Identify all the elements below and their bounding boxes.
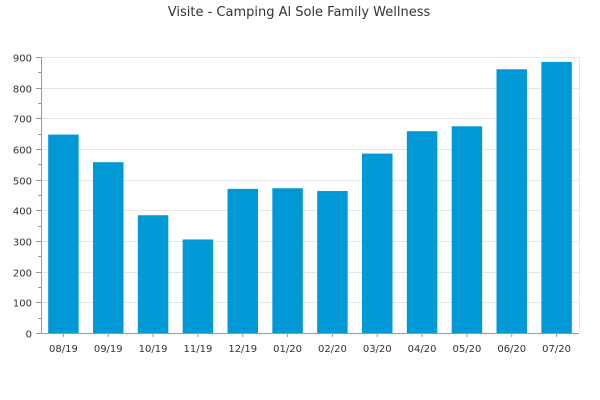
bar-06-20 [496,69,527,334]
x-tick-label: 01/20 [273,344,302,355]
y-tick-label: 200 [13,269,32,280]
y-tick-label: 0 [26,330,32,341]
bar-02-20 [317,191,348,333]
bar-03-20 [362,153,393,333]
bar-12-19 [227,188,258,333]
bar-09-19 [93,162,124,333]
x-tick-label: 09/19 [94,344,123,355]
bar-08-19 [48,134,79,333]
y-tick-label: 500 [13,177,32,188]
x-tick-label: 02/20 [318,344,347,355]
x-tick-label: 11/19 [184,344,213,355]
x-tick-label: 12/19 [228,344,257,355]
x-axis: 08/19 09/19 10/19 11/19 12/19 01/20 02/20 03/20… [41,333,579,355]
x-tick-label: 05/20 [453,344,482,355]
y-tick-label: 400 [13,207,32,218]
x-tick-label: 10/19 [139,344,168,355]
y-tick-label: 700 [13,115,32,126]
x-tick-label: 04/20 [408,344,437,355]
x-tick-label: 07/20 [542,344,571,355]
x-tick-label: 03/20 [363,344,392,355]
y-axis: 0 100 200 300 400 500 600 700 800 900 [13,54,42,341]
x-tick-label: 06/20 [497,344,526,355]
y-tick-label: 100 [13,299,32,310]
chart-title: Visite - Camping Al Sole Family Wellness [168,5,431,20]
bar-05-20 [451,126,483,333]
bar-01-20 [272,188,303,333]
x-tick-label: 08/19 [49,344,78,355]
bar-11-19 [182,239,214,333]
bar-10-19 [137,215,169,333]
y-tick-label: 600 [13,146,32,157]
gridlines [41,57,580,333]
y-tick-label: 300 [13,238,32,249]
bars [48,61,572,334]
bar-04-20 [406,131,438,333]
y-tick-label: 900 [13,54,32,65]
bar-07-20 [541,61,572,333]
y-tick-label: 800 [13,85,32,96]
